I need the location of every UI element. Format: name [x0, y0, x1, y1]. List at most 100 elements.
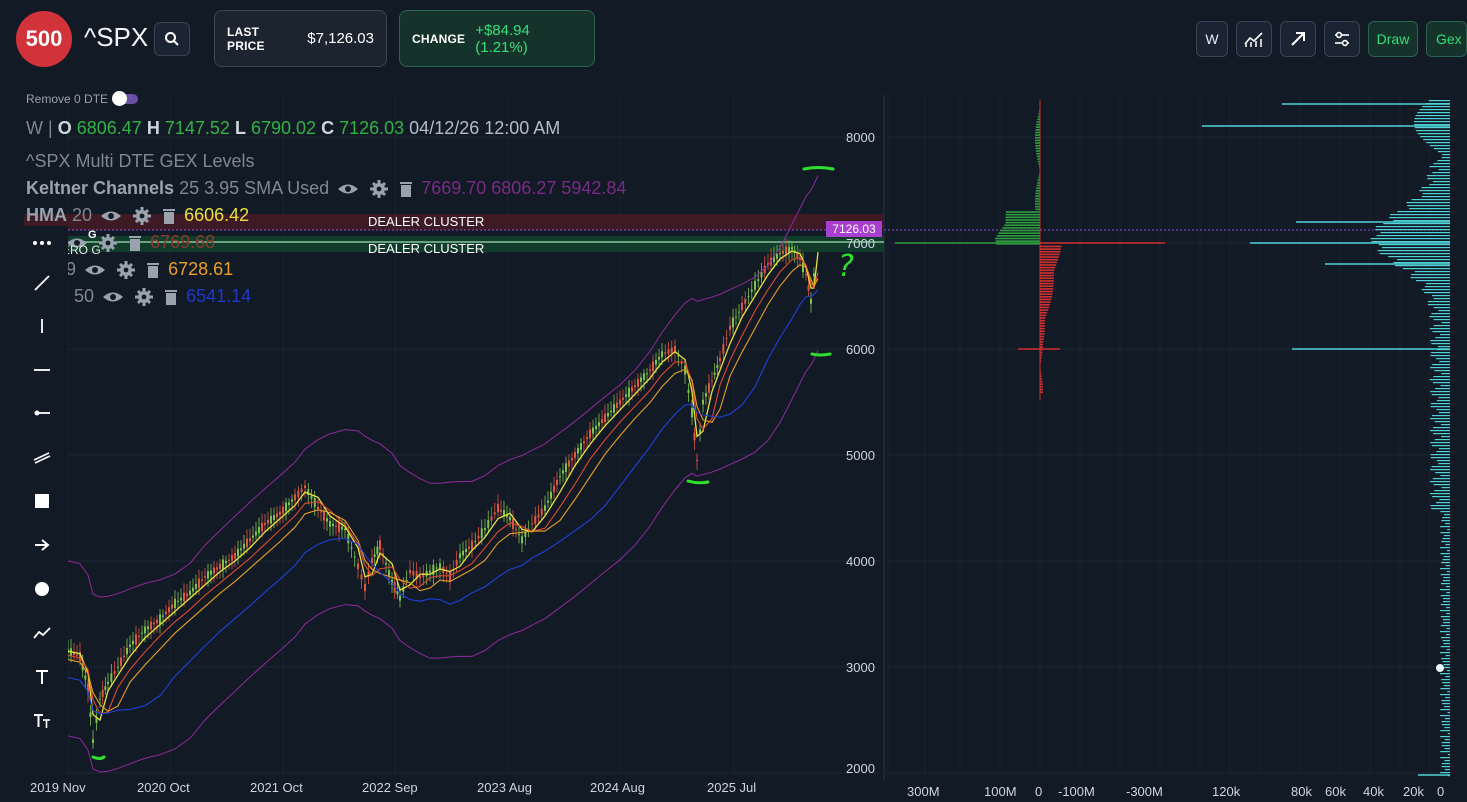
hma-line	[67, 250, 819, 722]
ticker-symbol: ^SPX	[84, 22, 149, 52]
candle-body	[779, 253, 781, 255]
vol-x-tick: 20k	[1403, 784, 1424, 799]
gex-bar	[1040, 269, 1055, 272]
candle-body	[521, 536, 523, 544]
candle-body	[725, 338, 728, 340]
trash-icon[interactable]	[146, 261, 160, 279]
text-tool[interactable]	[22, 660, 62, 694]
keltner-legend-row: Keltner Channels 25 3.95 SMA Used 7669.7…	[26, 178, 626, 199]
more-tools-button[interactable]	[22, 226, 62, 260]
candle-body	[120, 657, 122, 666]
draw-button[interactable]: Draw	[1368, 21, 1418, 57]
candle-body	[243, 543, 245, 549]
candle-body	[693, 432, 696, 441]
gear-icon[interactable]	[99, 234, 118, 253]
change-value: +$84.94 (1.21%)	[475, 21, 530, 56]
eye-icon[interactable]	[102, 290, 124, 304]
candle-body	[562, 470, 564, 474]
candle-body	[228, 559, 230, 561]
volume-profile-bar	[1441, 322, 1450, 324]
gear-icon[interactable]	[117, 261, 136, 280]
gex-bar	[1035, 192, 1040, 195]
eye-icon[interactable]	[66, 236, 88, 250]
candle-body	[419, 575, 421, 579]
ray-tool[interactable]	[22, 396, 62, 430]
gex-bar	[1040, 380, 1043, 383]
gex-bar	[1035, 142, 1040, 144]
candle-body	[341, 526, 343, 530]
search-button[interactable]	[154, 22, 190, 56]
trash-icon[interactable]	[162, 207, 176, 225]
volume-profile-bar	[1371, 241, 1450, 243]
volume-profile-bar	[1429, 166, 1450, 168]
volume-profile-bar	[1440, 547, 1450, 549]
horizontal-line-tool[interactable]	[22, 353, 62, 387]
volume-profile-bar	[1420, 136, 1450, 138]
gex-bar	[1035, 200, 1040, 203]
gear-icon[interactable]	[133, 207, 152, 226]
volume-profile-bar	[1393, 220, 1450, 222]
gear-icon[interactable]	[135, 288, 154, 307]
gex-bar	[1035, 131, 1040, 134]
gex-button[interactable]: Gex	[1426, 21, 1467, 57]
drawing-toolbar	[22, 226, 68, 748]
volume-profile-bar	[1428, 301, 1450, 303]
close-value: 7126.03	[339, 118, 405, 138]
interval-button[interactable]: W	[1196, 21, 1228, 57]
trash-icon[interactable]	[399, 180, 413, 198]
gex-bar	[1036, 187, 1040, 189]
circle-tool[interactable]	[22, 572, 62, 606]
candle-body	[763, 265, 766, 274]
polyline-tool[interactable]	[22, 616, 62, 650]
more-dots-icon	[33, 241, 51, 245]
volume-profile-bar	[1390, 214, 1450, 216]
eye-icon[interactable]	[100, 209, 122, 223]
candle-body	[455, 559, 458, 566]
trend-button[interactable]	[1280, 21, 1316, 57]
remove-0dte-switch[interactable]	[112, 91, 139, 106]
volume-profile-bar	[1447, 691, 1450, 693]
volume-profile-bar	[1440, 610, 1450, 612]
arrow-icon	[35, 539, 50, 551]
index-badge[interactable]: 500	[16, 11, 72, 67]
gex-bar	[1040, 298, 1052, 301]
volume-profile-bar	[1445, 586, 1450, 588]
gex-bar	[1040, 375, 1042, 378]
volume-profile-bar	[1430, 481, 1450, 483]
x-tick: 2023 Aug	[477, 780, 532, 795]
gex-bar	[1040, 351, 1043, 354]
volume-profile-bar	[1432, 496, 1450, 498]
gex-bar	[1035, 150, 1040, 152]
gex-bar	[1040, 349, 1043, 351]
x-tick: 2020 Oct	[137, 780, 190, 795]
annotation-mark-2020-low	[91, 755, 106, 760]
candle-body	[329, 521, 331, 527]
settings-button[interactable]	[1324, 21, 1360, 57]
text-size-tool[interactable]	[22, 704, 62, 738]
candle-body	[708, 383, 710, 393]
parallel-channel-tool[interactable]	[22, 440, 62, 474]
candle-body	[344, 528, 346, 530]
indicators-button[interactable]	[1236, 21, 1272, 57]
candle-body	[527, 528, 530, 530]
volume-profile-bar	[1442, 154, 1450, 156]
trash-icon[interactable]	[164, 288, 178, 306]
volume-profile-bar	[1421, 289, 1450, 291]
volume-profile-bar	[1440, 511, 1450, 513]
arrow-tool[interactable]	[22, 528, 62, 562]
annotation-mark-top	[802, 166, 835, 171]
remove-0dte-toggle-row[interactable]: Remove 0 DTE	[26, 91, 139, 106]
volume-profile-bar	[1430, 391, 1450, 393]
candle-body	[750, 289, 753, 292]
trash-icon[interactable]	[128, 234, 142, 252]
eye-icon[interactable]	[84, 263, 106, 277]
eye-icon[interactable]	[337, 182, 359, 196]
volume-profile-bar	[1417, 133, 1450, 135]
volume-profile-bar	[1397, 211, 1450, 213]
rectangle-tool[interactable]	[22, 484, 62, 518]
vertical-line-tool[interactable]	[22, 309, 62, 343]
gear-icon[interactable]	[370, 180, 389, 199]
trendline-tool[interactable]	[22, 266, 62, 300]
gex-bar	[1040, 293, 1053, 295]
